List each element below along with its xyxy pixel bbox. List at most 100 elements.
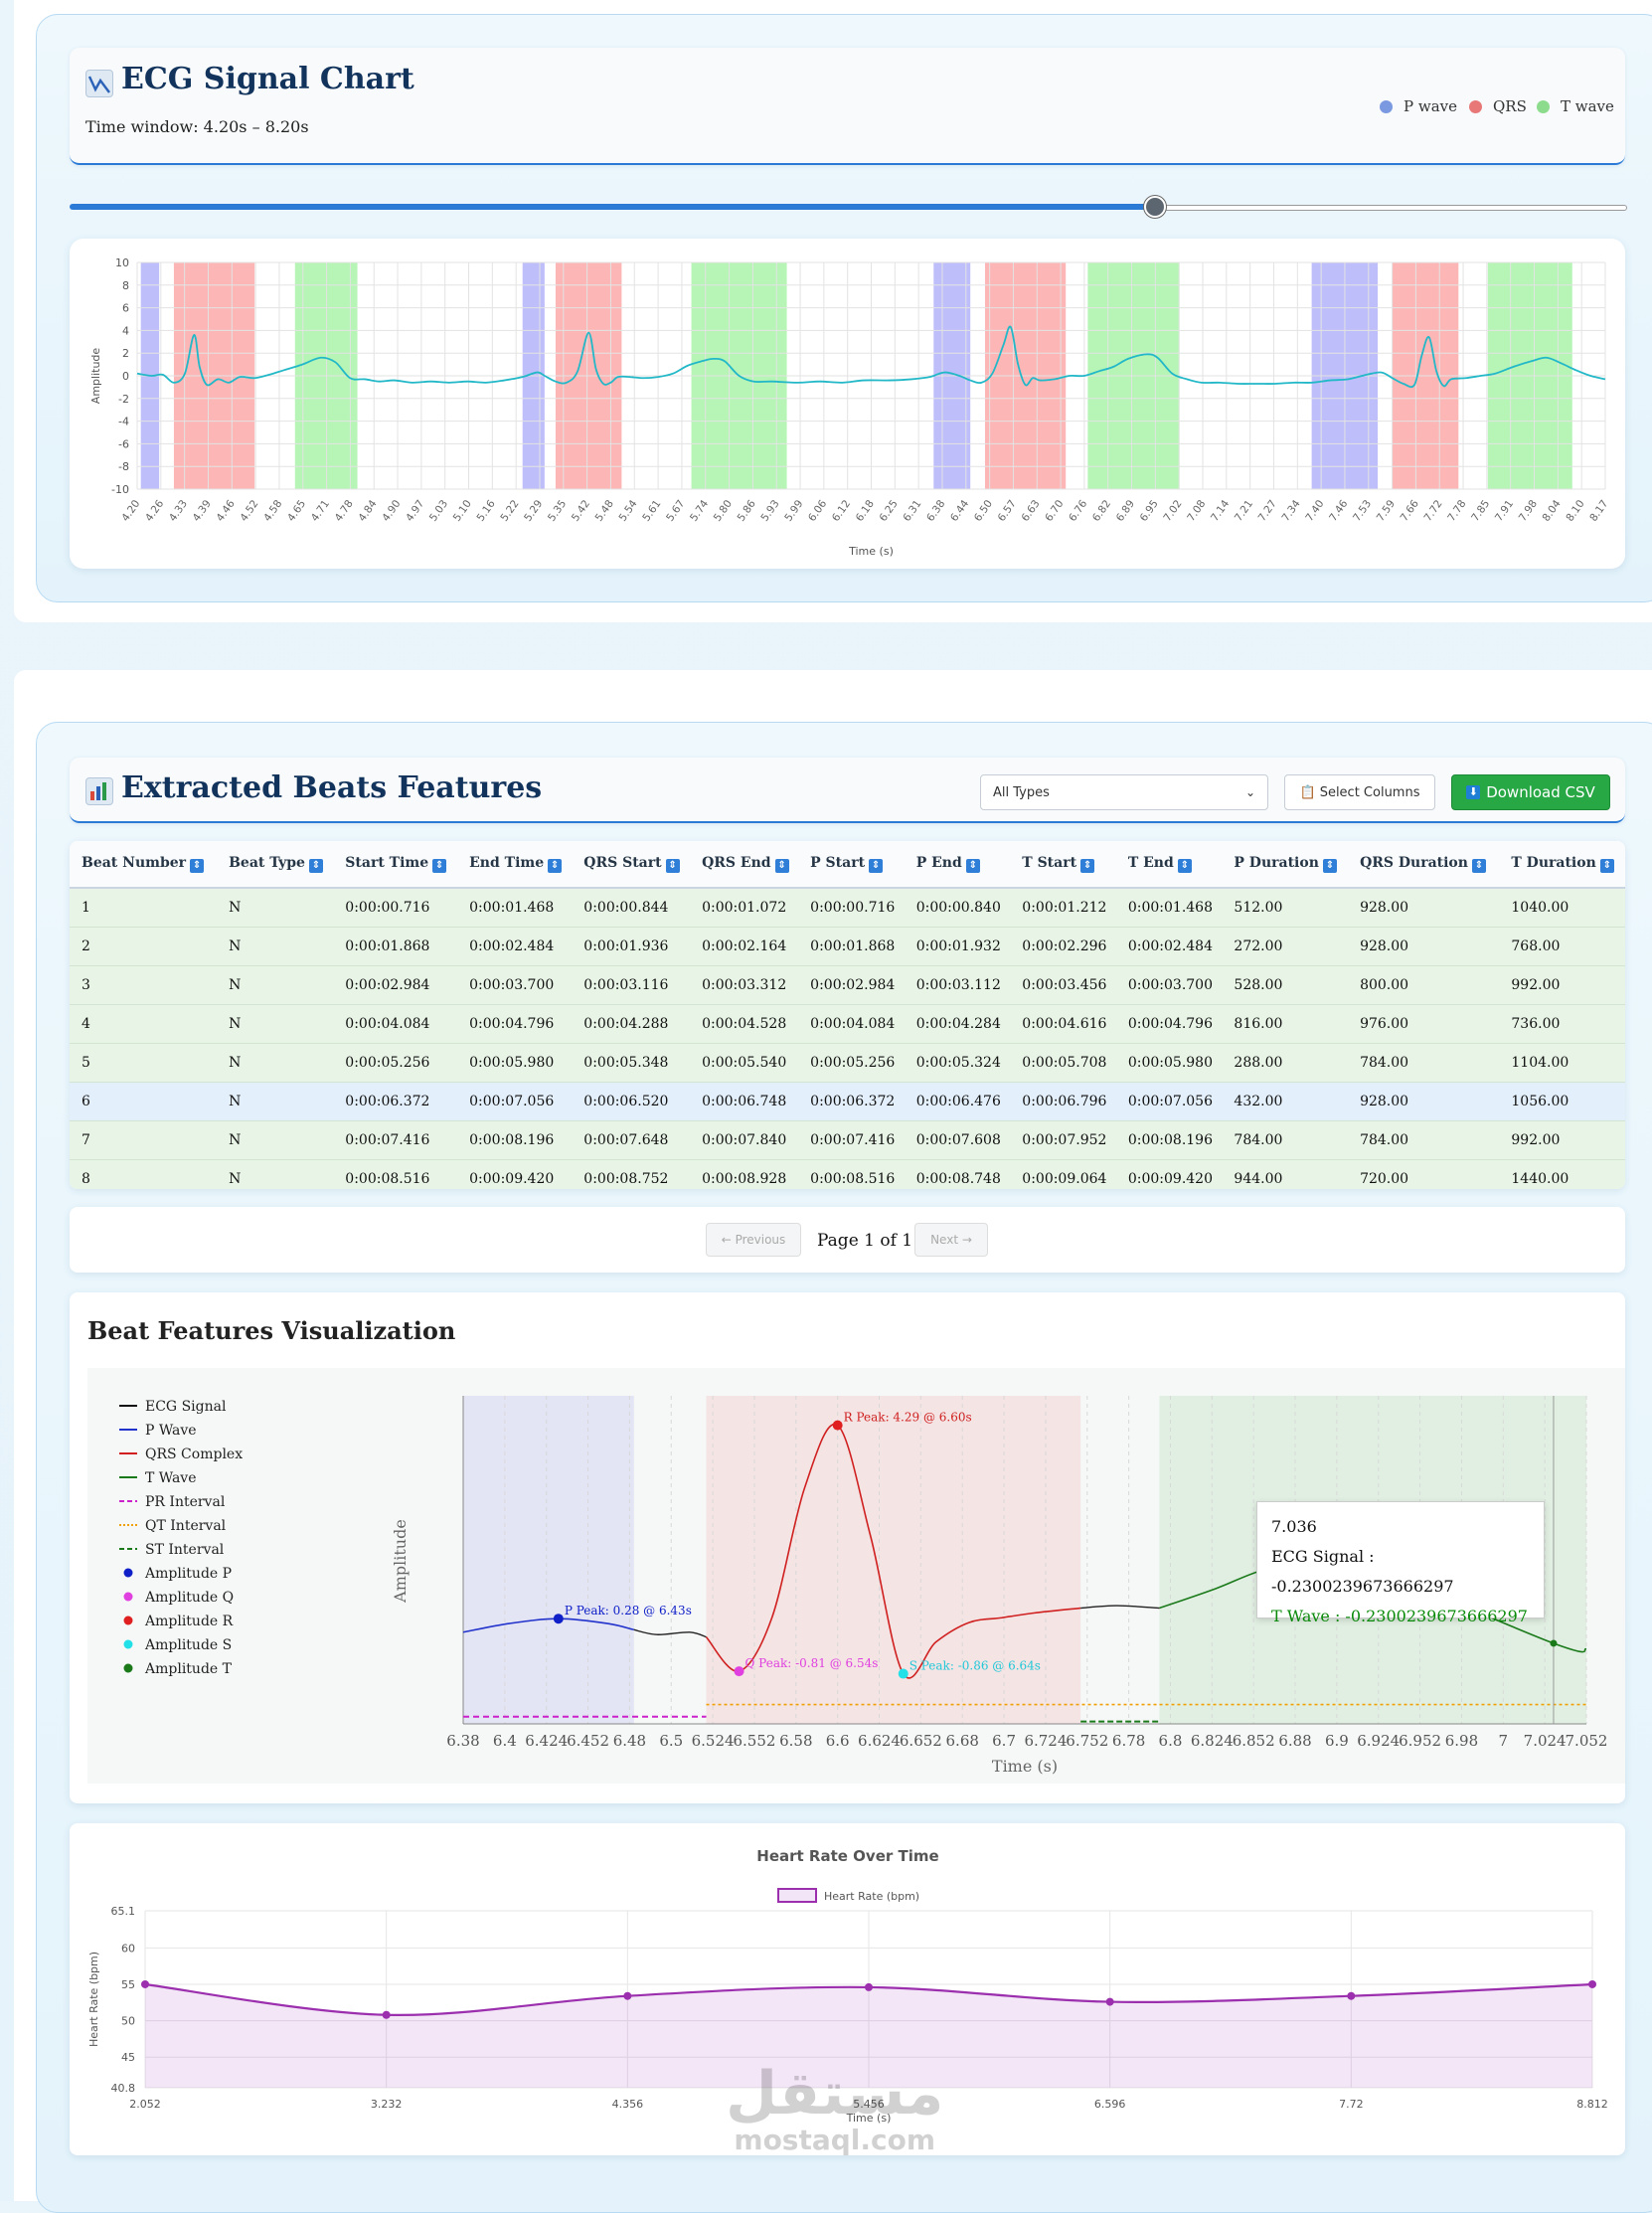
x-tick-label: 4.84 <box>356 498 379 524</box>
column-header[interactable]: P End ⇕ <box>904 841 1011 889</box>
y-tick-label: 40.8 <box>111 2082 136 2095</box>
table-cell: 0:00:08.928 <box>690 1159 799 1189</box>
qrs-complex-line <box>705 1423 1081 1679</box>
table-cell: 0:00:07.840 <box>690 1120 799 1160</box>
sort-icon[interactable]: ⇕ <box>432 859 447 873</box>
chart-title: Heart Rate Over Time <box>756 1847 938 1865</box>
sort-icon[interactable]: ⇕ <box>190 859 205 873</box>
column-header[interactable]: P Start ⇕ <box>798 841 905 889</box>
legend-label: Heart Rate (bpm) <box>824 1890 919 1903</box>
table-cell: 0:00:03.700 <box>457 965 573 1005</box>
peak-annotation: R Peak: 4.29 @ 6.60s <box>844 1411 972 1425</box>
sort-icon[interactable]: ⇕ <box>548 859 563 873</box>
table-cell: 272.00 <box>1222 927 1349 966</box>
download-csv-label: Download CSV <box>1486 783 1595 801</box>
x-tick-label: 7.40 <box>1303 498 1326 524</box>
x-tick-label: 6.424 <box>525 1732 568 1750</box>
x-tick-label: 6.31 <box>901 498 923 524</box>
table-row[interactable]: 5 N 0:00:05.256 0:00:05.980 0:00:05.348 0:00:… <box>70 1043 1625 1083</box>
table-row[interactable]: 6 N 0:00:06.372 0:00:07.056 0:00:06.520 0:00:… <box>70 1082 1625 1121</box>
heart-rate-point <box>382 2010 391 2019</box>
beats-table: Beat Number ⇕ Beat Type ⇕ Start Time ⇕ End Tim… <box>70 841 1625 1189</box>
table-cell: 0:00:07.608 <box>904 1120 1011 1160</box>
next-page-button[interactable]: Next → <box>914 1223 988 1257</box>
x-tick-label: 6.70 <box>1043 498 1066 524</box>
table-cell: 432.00 <box>1222 1082 1349 1121</box>
table-row[interactable]: 8 N 0:00:08.516 0:00:09.420 0:00:08.752 0:00:… <box>70 1159 1625 1189</box>
legend-label: QT Interval <box>145 1518 227 1534</box>
sort-icon[interactable]: ⇕ <box>965 859 980 873</box>
column-header[interactable]: QRS End ⇕ <box>690 841 799 889</box>
previous-page-button[interactable]: ← Previous <box>706 1223 801 1257</box>
sort-icon[interactable]: ⇕ <box>665 859 680 873</box>
column-header[interactable]: Beat Type ⇕ <box>217 841 334 889</box>
table-row[interactable]: 3 N 0:00:02.984 0:00:03.700 0:00:03.116 0:00:… <box>70 965 1625 1005</box>
y-tick-label: 10 <box>115 256 129 269</box>
legend-label: PR Interval <box>145 1494 226 1510</box>
table-row[interactable]: 2 N 0:00:01.868 0:00:02.484 0:00:01.936 0:00:… <box>70 927 1625 966</box>
sort-icon[interactable]: ⇕ <box>774 859 789 873</box>
legend-label: ECG Signal <box>145 1399 227 1415</box>
x-tick-label: 6.452 <box>567 1732 609 1750</box>
slider-thumb[interactable] <box>1144 196 1166 218</box>
table-cell: 0:00:07.648 <box>572 1120 691 1160</box>
sort-icon[interactable]: ⇕ <box>1177 859 1192 873</box>
download-csv-button[interactable]: ⬇ Download CSV <box>1451 774 1610 810</box>
table-cell: 784.00 <box>1348 1043 1500 1083</box>
time-window-slider[interactable] <box>70 195 1627 219</box>
table-cell: 0:00:03.112 <box>904 965 1011 1005</box>
table-row[interactable]: 1 N 0:00:00.716 0:00:01.468 0:00:00.844 0:00:… <box>70 888 1625 928</box>
select-columns-button[interactable]: 📋 Select Columns <box>1284 774 1435 810</box>
x-tick-label: 8.10 <box>1564 498 1586 524</box>
heart-rate-point <box>623 1991 632 2000</box>
column-header[interactable]: Start Time ⇕ <box>333 841 458 889</box>
x-tick-label: 5.74 <box>688 498 711 524</box>
beat-type-select[interactable]: All Types ⌄ <box>980 774 1268 810</box>
sort-icon[interactable]: ⇕ <box>869 859 884 873</box>
table-cell: 0:00:08.748 <box>904 1159 1011 1189</box>
table-row[interactable]: 4 N 0:00:04.084 0:00:04.796 0:00:04.288 0:00:… <box>70 1004 1625 1044</box>
x-tick-label: 5.86 <box>736 498 758 524</box>
x-tick-label: 8.04 <box>1541 498 1564 524</box>
column-header[interactable]: QRS Start ⇕ <box>572 841 691 889</box>
t-wave-legend-dot <box>1537 100 1550 113</box>
table-cell: N <box>217 1004 334 1044</box>
column-header[interactable]: End Time ⇕ <box>457 841 573 889</box>
x-tick-label: 7.08 <box>1185 498 1208 524</box>
column-header[interactable]: T End ⇕ <box>1115 841 1223 889</box>
qrs-region <box>706 1396 1081 1724</box>
table-cell: 0:00:07.952 <box>1010 1120 1116 1160</box>
x-tick-label: 5.67 <box>664 498 687 524</box>
x-tick-label: 6.552 <box>733 1732 775 1750</box>
table-cell: 0:00:01.468 <box>1115 888 1223 928</box>
table-row[interactable]: 7 N 0:00:07.416 0:00:08.196 0:00:07.648 0:00:… <box>70 1120 1625 1160</box>
column-header-label: Start Time <box>345 855 429 871</box>
sort-icon[interactable]: ⇕ <box>308 859 323 873</box>
x-tick-label: 6.44 <box>948 498 971 524</box>
x-tick-label: 4.97 <box>404 498 426 524</box>
table-cell: 0:00:04.288 <box>572 1004 691 1044</box>
table-cell: 0:00:06.372 <box>798 1082 905 1121</box>
column-header[interactable]: T Duration ⇕ <box>1499 841 1625 889</box>
sort-icon[interactable]: ⇕ <box>1471 859 1486 873</box>
column-header[interactable]: Beat Number ⇕ <box>70 841 218 889</box>
x-tick-label: 6.524 <box>692 1732 735 1750</box>
table-cell: 0:00:01.932 <box>904 927 1011 966</box>
sort-icon[interactable]: ⇕ <box>1599 859 1614 873</box>
y-tick-label: 4 <box>122 324 129 337</box>
sort-icon[interactable]: ⇕ <box>1322 859 1337 873</box>
x-tick-label: 5.16 <box>475 498 498 524</box>
x-tick-label: 4.65 <box>285 498 308 524</box>
table-cell: 0:00:00.844 <box>572 888 691 928</box>
sort-icon[interactable]: ⇕ <box>1080 859 1095 873</box>
legend-swatch <box>777 1888 817 1903</box>
x-tick-label: 7.78 <box>1445 498 1468 524</box>
column-header[interactable]: T Start ⇕ <box>1010 841 1116 889</box>
qrs-legend-label: QRS <box>1493 97 1527 115</box>
table-cell: 3 <box>70 965 218 1005</box>
table-cell: 0:00:04.084 <box>798 1004 905 1044</box>
x-tick-label: 7.59 <box>1375 498 1398 524</box>
column-header-label: T End <box>1127 855 1174 871</box>
column-header[interactable]: QRS Duration ⇕ <box>1348 841 1500 889</box>
column-header[interactable]: P Duration ⇕ <box>1222 841 1349 889</box>
